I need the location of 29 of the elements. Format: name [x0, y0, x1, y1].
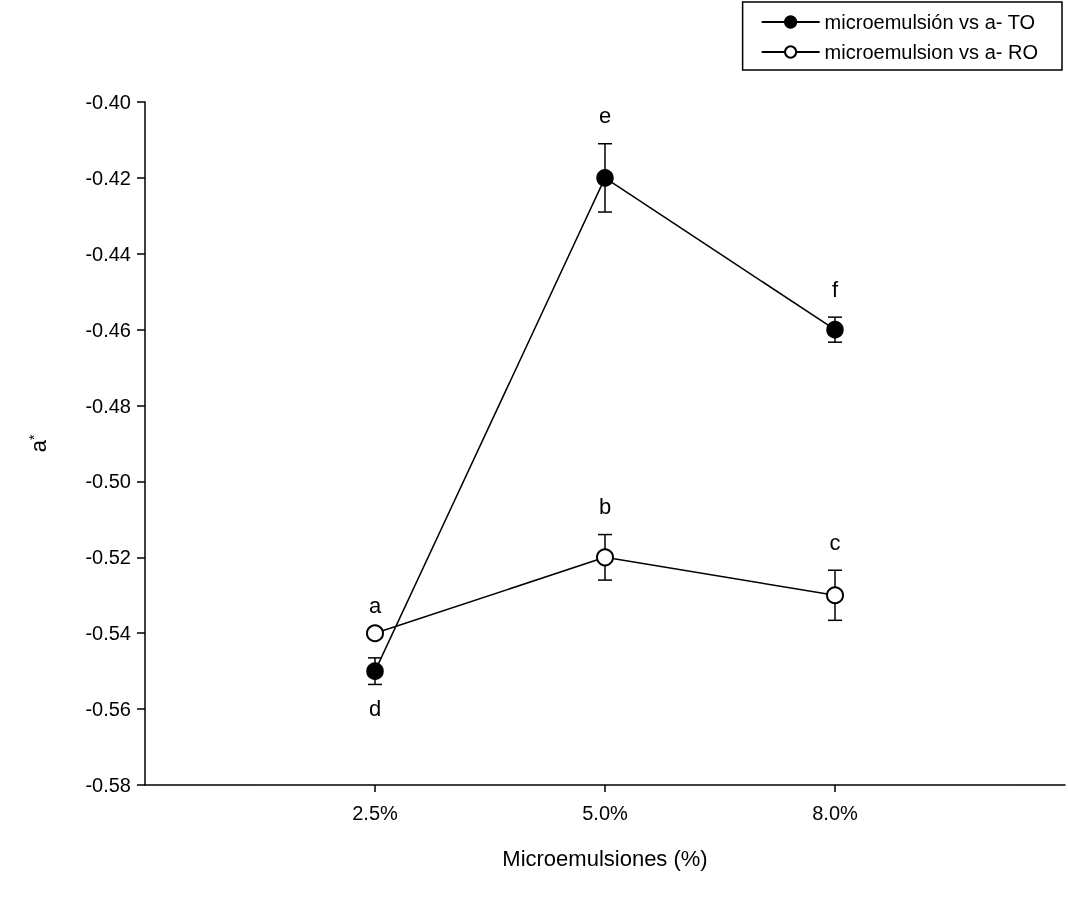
point — [366, 662, 384, 680]
x-tick-label: 8.0% — [812, 802, 859, 824]
annotation: f — [831, 276, 839, 302]
legend-label: microemulsión vs a- TO — [824, 11, 1036, 33]
legend-label: microemulsion vs a- RO — [824, 41, 1039, 63]
y-tick-label: -0.58 — [85, 774, 131, 796]
point — [826, 320, 844, 339]
annotation: a — [368, 592, 382, 618]
y-tick-label: -0.40 — [85, 91, 131, 113]
annotation: e — [598, 103, 612, 129]
y-tick-label: -0.56 — [85, 698, 131, 721]
annotation: b — [598, 494, 612, 520]
x-tick-label: 2.5% — [352, 802, 399, 824]
y-tick-label: -0.44 — [85, 242, 131, 265]
y-axis-title: a* — [25, 434, 51, 453]
y-tick-label: -0.52 — [85, 546, 131, 569]
y-tick-label: -0.54 — [85, 622, 131, 645]
y-tick-label: -0.46 — [85, 318, 131, 341]
annotation: c — [829, 529, 841, 555]
annotation: d — [368, 695, 382, 721]
y-tick-label: -0.42 — [85, 166, 131, 189]
point — [596, 548, 614, 567]
point — [366, 624, 384, 643]
y-tick-label: -0.50 — [85, 470, 131, 493]
point — [596, 169, 614, 187]
y-tick-label: -0.48 — [85, 394, 131, 417]
x-tick-label: 5.0% — [582, 802, 629, 824]
point — [826, 586, 844, 605]
x-axis-title: Microemulsiones (%) — [502, 845, 708, 871]
